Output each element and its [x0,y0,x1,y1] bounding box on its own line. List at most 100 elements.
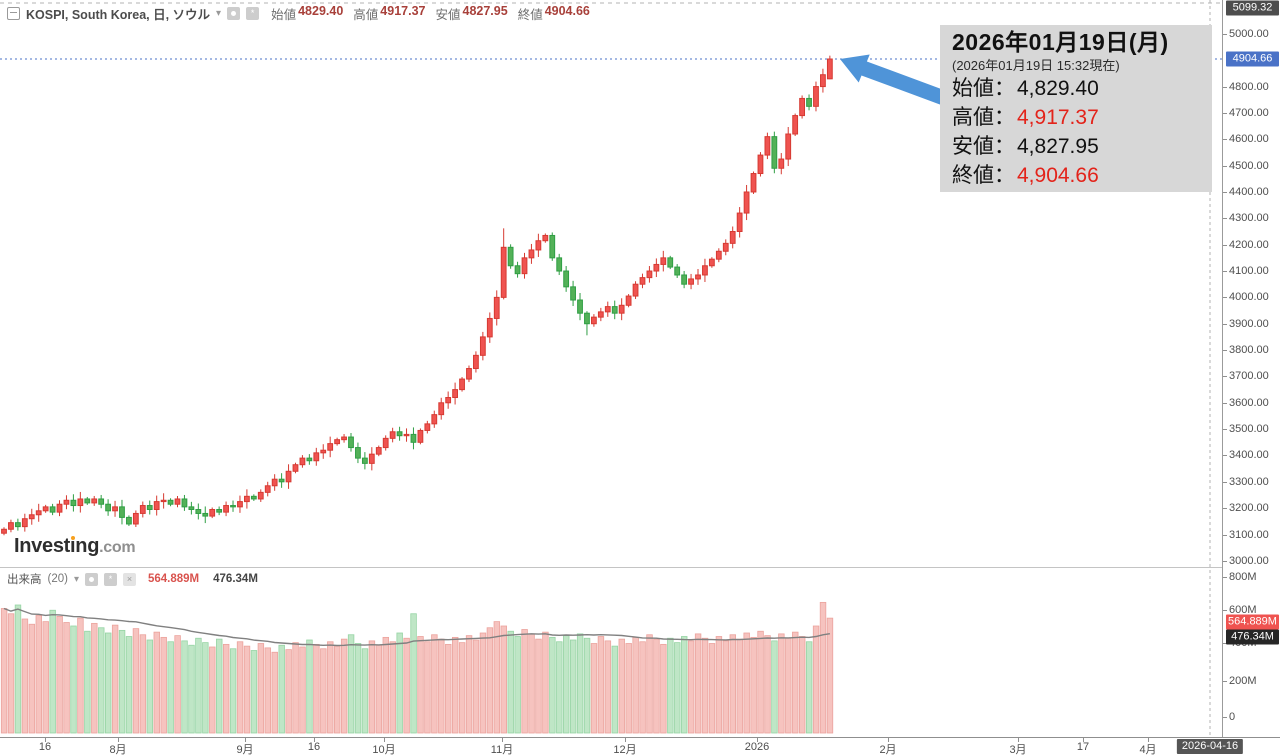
volume-bar [625,643,632,734]
volume-bar [257,643,265,734]
candle-body [542,234,549,242]
volume-bar [826,617,834,734]
time-axis-tick: 2月 [879,744,897,755]
callout-row-value: 4,827.95 [1017,135,1099,158]
volume-bar [778,633,785,734]
collapse-pane-icon[interactable] [7,7,20,20]
chevron-down-icon[interactable]: ▾ [216,8,222,19]
volume-bar [21,618,29,734]
candle-body [556,257,563,272]
volume-bar [438,638,445,734]
candle-body [278,478,285,483]
chevron-down-icon[interactable]: ▾ [73,573,79,585]
ohlc-readout: 始値 4829.40 高値 4917.37 安値 4827.95 終値 4904.66 [271,4,590,23]
volume-bar [368,640,376,734]
volume-bar [646,634,653,734]
volume-title[interactable]: 出来高 [7,574,42,586]
callout-date-title: 2026年01月19日(月) [952,29,1169,55]
volume-bar [28,623,36,734]
price-axis-tick: 4400.00 [1229,185,1269,198]
volume-bar [375,644,383,734]
volume-bar [354,643,362,734]
time-axis-tick-dash [1083,738,1084,742]
gear-icon[interactable]: * [246,7,260,20]
candle-body [729,231,736,244]
volume-bar [597,636,605,734]
volume-bar [667,637,674,734]
volume-bar [222,643,230,734]
ohlc-item: 終値 4904.66 [518,4,590,23]
volume-bar [590,643,598,734]
candle-body [410,433,417,443]
volume-bar [347,634,355,734]
volume-bar [465,635,473,734]
volume-bar [736,638,743,734]
ohlc-value: 4904.66 [544,4,590,18]
candle-body [535,240,542,251]
callout-row-value: 4,904.66 [1017,164,1099,187]
volume-header: 出来高 (20) ▾ * × 564.889M 476.34M [7,571,258,587]
volume-bar [445,643,452,734]
time-axis-tick: 3月 [1009,744,1027,755]
price-axis-tick-dash [1223,166,1227,167]
candle-body [382,437,389,449]
volume-bar [327,641,334,734]
candle-body [438,402,445,416]
volume-bar [91,622,98,734]
callout-row-label: 始値： [952,77,1015,100]
chart-canvas[interactable] [0,0,1222,737]
price-axis[interactable]: 5000.00 4800.00 4700.00 4600.00 4500.00 4400.… [1222,0,1280,737]
volume-bar [292,642,299,734]
time-axis-tick: 12月 [613,744,637,755]
volume-bar [153,631,160,734]
time-axis-tick: 17 [1076,741,1090,753]
eye-icon[interactable] [84,572,98,586]
candle-body [368,453,375,464]
volume-bar [458,642,466,734]
candle-body [223,505,229,513]
volume-bar [805,641,813,734]
volume-bar [84,630,91,734]
volume-bar [424,641,431,734]
ohlc-callout: 2026年01月19日(月) (2026年01月19日 15:32現在) 始値：… [940,25,1212,192]
price-axis-tick: 3300.00 [1229,475,1269,488]
candle-body [1,528,7,534]
candle-body [826,58,833,80]
volume-bar [785,637,792,734]
volume-bar [493,621,501,734]
candle-body [577,299,583,314]
symbol-title[interactable]: KOSPI, South Korea, 日, ソウル [26,8,211,22]
eye-icon-dot [231,11,237,16]
volume-bar [542,631,549,734]
volume-series [0,601,834,734]
volume-bar [569,639,577,734]
candle-body [237,501,243,508]
volume-bar [715,636,723,734]
eye-icon[interactable] [227,7,241,20]
ohlc-label: 安値 [435,8,461,22]
volume-bar [431,634,438,734]
candle-body [722,242,729,252]
volume-bar [757,630,764,734]
logo-text-end: ng [75,535,100,557]
price-axis-tick: 5000.00 [1229,27,1269,40]
time-axis[interactable]: 16 8月 9月 16 10月 11月 12月 2026 2月 3月 17 4月 2026-04-16 [0,737,1280,755]
price-axis-tick: 4000.00 [1229,291,1269,304]
volume-bar [507,630,514,734]
volume-bar [653,638,660,734]
candle-body [327,443,334,451]
close-icon[interactable]: × [122,572,136,586]
candle-body [77,498,84,507]
candle-body [132,512,139,525]
price-axis-tick: 3500.00 [1229,423,1269,436]
candle-body [604,306,611,313]
volume-bar [389,641,396,734]
volume-bar [285,649,292,734]
candle-body [230,505,236,508]
price-axis-tick-dash [1223,34,1227,35]
volume-ma-period: (20) [47,573,68,585]
pane-separator[interactable] [0,567,1280,568]
volume-bar [146,639,154,734]
gear-icon[interactable]: * [103,572,117,586]
volume-bar [132,628,140,734]
